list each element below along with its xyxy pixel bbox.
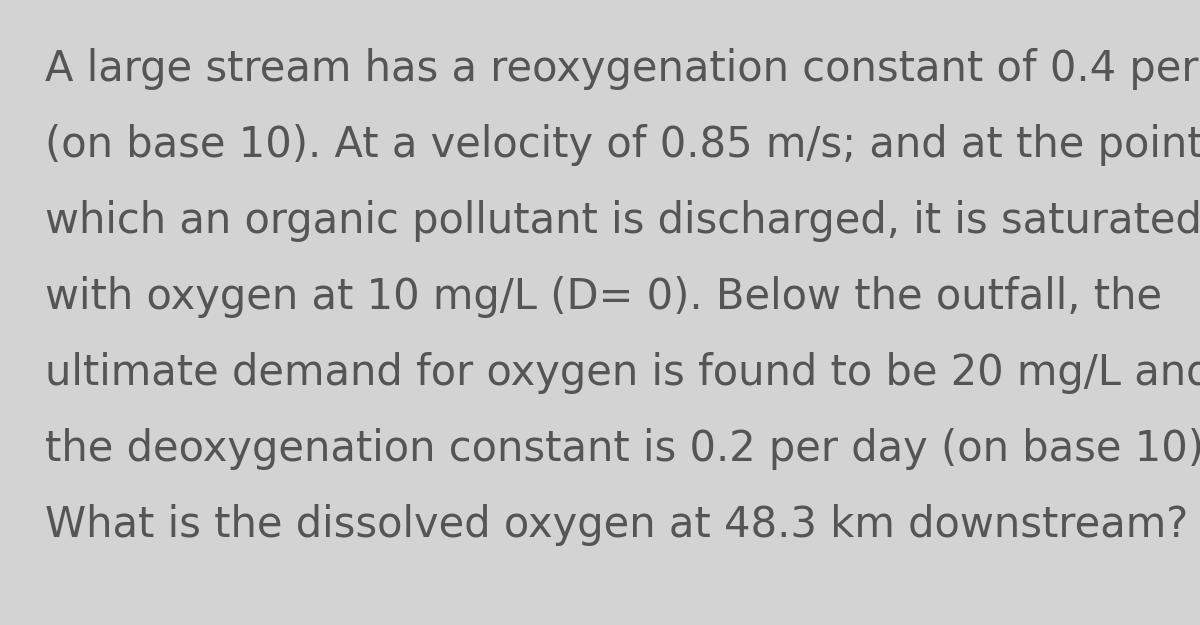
Text: (on base 10). At a velocity of 0.85 m/s; and at the point at: (on base 10). At a velocity of 0.85 m/s;… bbox=[46, 124, 1200, 166]
Text: A large stream has a reoxygenation constant of 0.4 per day: A large stream has a reoxygenation const… bbox=[46, 48, 1200, 90]
Text: What is the dissolved oxygen at 48.3 km downstream?: What is the dissolved oxygen at 48.3 km … bbox=[46, 504, 1188, 546]
Text: with oxygen at 10 mg/L (D= 0). Below the outfall, the: with oxygen at 10 mg/L (D= 0). Below the… bbox=[46, 276, 1162, 318]
Text: the deoxygenation constant is 0.2 per day (on base 10).: the deoxygenation constant is 0.2 per da… bbox=[46, 428, 1200, 470]
Text: which an organic pollutant is discharged, it is saturated: which an organic pollutant is discharged… bbox=[46, 200, 1200, 242]
Text: ultimate demand for oxygen is found to be 20 mg/L and: ultimate demand for oxygen is found to b… bbox=[46, 352, 1200, 394]
